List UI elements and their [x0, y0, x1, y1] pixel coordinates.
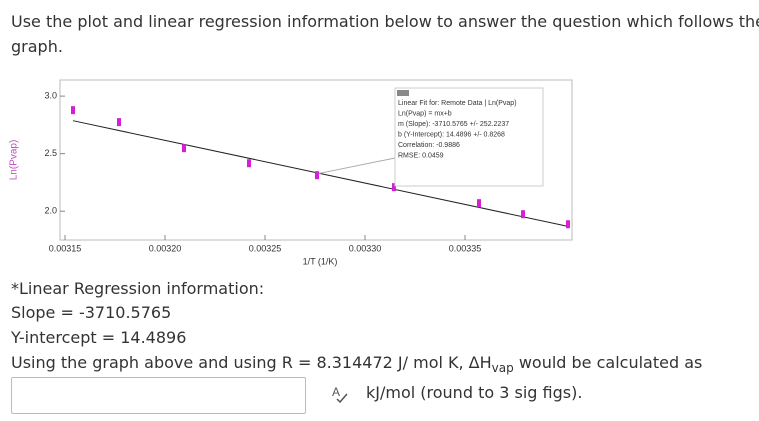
fit-info: RMSE: 0.0459 [398, 152, 444, 159]
x-tick-label: 0.00315 [49, 243, 82, 253]
y-tick-label: 2.0 [44, 206, 57, 216]
fit-box [394, 87, 544, 187]
answer-input[interactable] [11, 377, 306, 414]
x-tick-label: 0.00325 [249, 243, 282, 253]
fit-box-handle [397, 90, 409, 96]
text: Using the graph above and using R = 8.31… [11, 353, 702, 375]
data-point [392, 183, 396, 192]
y-tick-label: 3.0 [44, 90, 57, 100]
text: Using the graph above and using R = 8.31… [11, 353, 492, 372]
data-point [71, 106, 75, 115]
data-point [315, 171, 319, 180]
data-point [182, 144, 186, 153]
data-point [521, 210, 525, 219]
text: Y-intercept = 14.4896 [11, 328, 187, 347]
x-axis-title: 1/T (1/K) [303, 256, 338, 266]
data-point [566, 220, 570, 229]
text: Slope = -3710.5765 [11, 303, 172, 322]
plot-frame [59, 79, 573, 241]
y-axis-title: Ln(Pvap) [9, 140, 20, 181]
y-tick-label: 2.5 [44, 148, 57, 158]
fit-info: Correlation: -0.9886 [398, 142, 460, 149]
callout-line [318, 157, 396, 175]
x-tick-label: 0.00335 [449, 243, 482, 253]
x-tick-label: 0.00320 [149, 243, 182, 253]
svg-text:A: A [332, 385, 340, 399]
fit-info: Linear Fit for: Remote Data | Ln(Pvap) [398, 100, 517, 107]
data-point [117, 118, 121, 127]
data-point [477, 199, 481, 208]
text: vap [491, 361, 514, 376]
intro: Use the plot and linear regression infor… [11, 12, 759, 31]
intro: graph. [11, 37, 63, 56]
text: *Linear Regression information: [11, 279, 265, 298]
fit-info: b (Y-Intercept): 14.4896 +/- 0.8268 [398, 131, 505, 138]
chart: 1/T (1/K) Ln(Pvap) 0.00315 0.00320 0.00325… [9, 79, 573, 266]
spellcheck-icon[interactable]: A [330, 385, 350, 403]
unit-text: kJ/mol (round to 3 sig figs). [366, 383, 583, 402]
fit-info: m (Slope): -3710.5765 +/- 252.2237 [398, 121, 509, 128]
fit-info: Ln(Pvap) = mx+b [398, 110, 452, 117]
data-point [247, 159, 251, 168]
text: would be calculated as [513, 353, 703, 372]
x-tick-label: 0.00330 [349, 243, 382, 253]
